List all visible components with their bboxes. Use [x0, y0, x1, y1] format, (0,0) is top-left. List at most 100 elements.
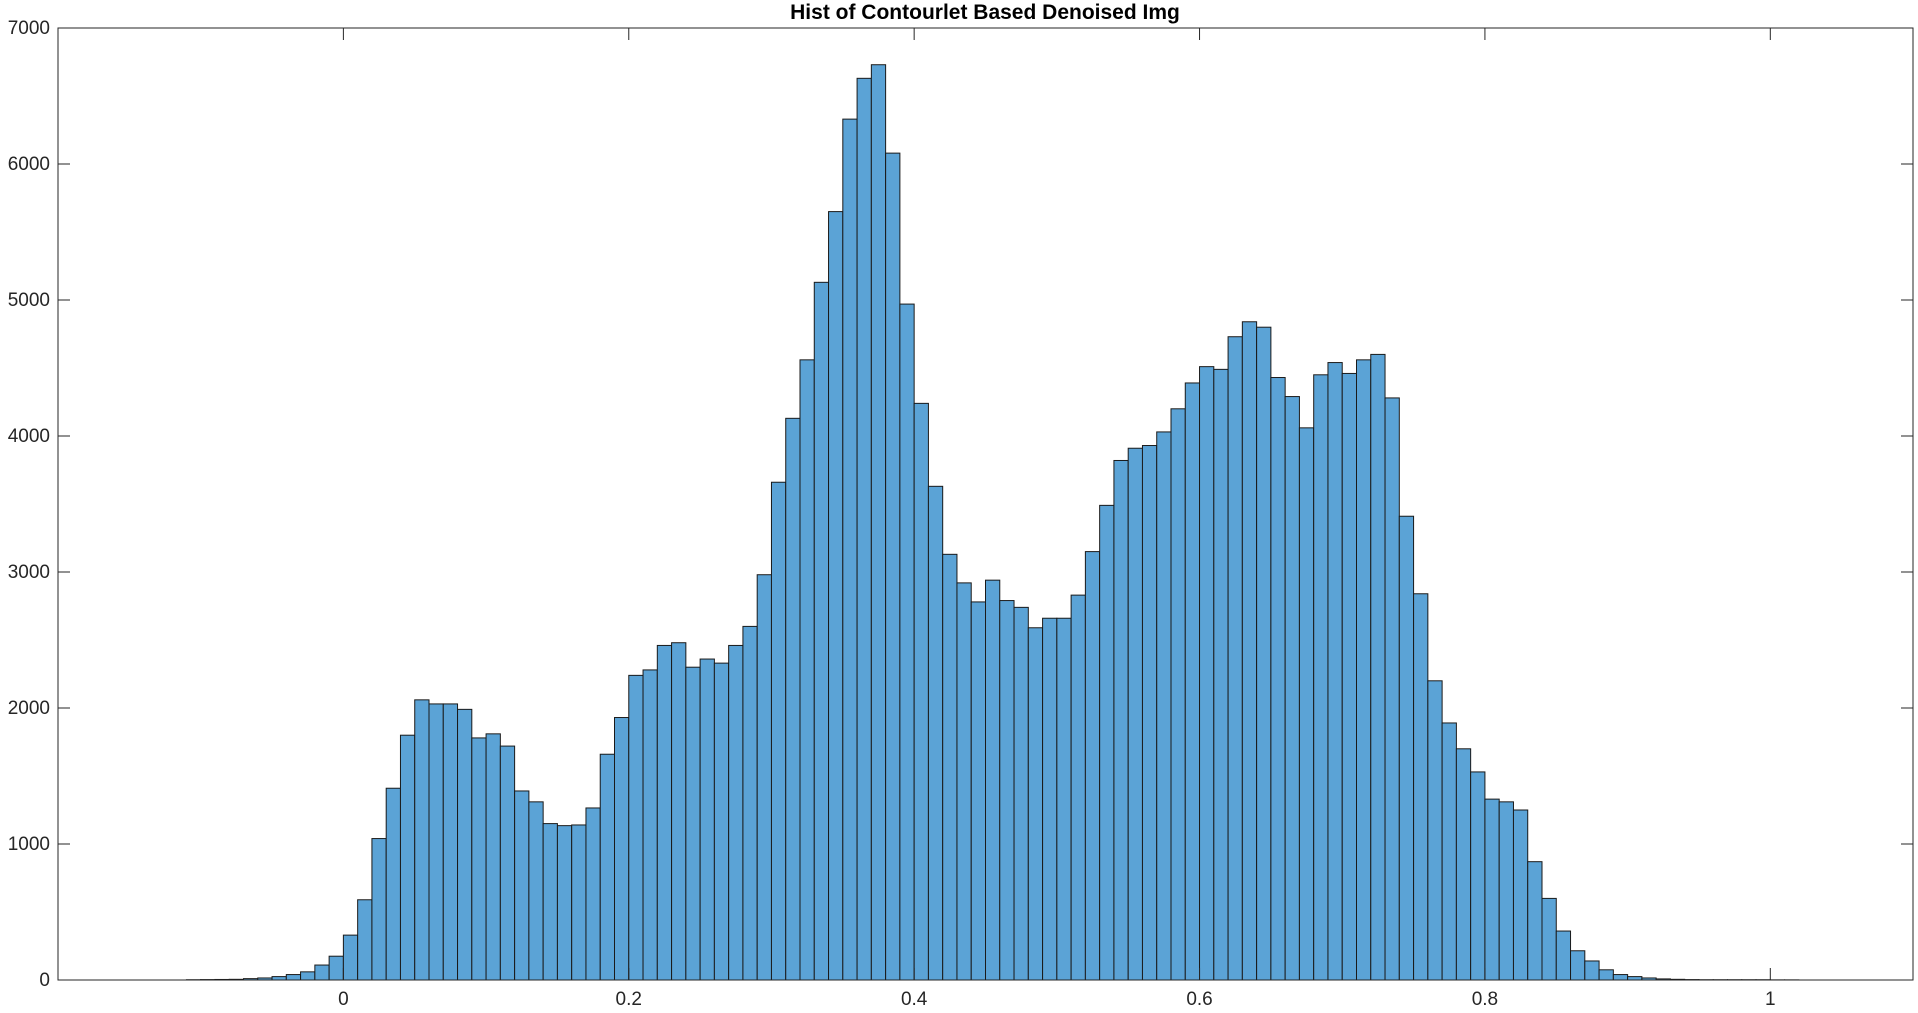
- y-tick-label: 1000: [8, 834, 50, 855]
- histogram-bar: [1213, 368, 1229, 981]
- histogram-bar: [842, 118, 858, 981]
- histogram-bar: [1384, 397, 1400, 981]
- histogram-bar: [1541, 897, 1557, 981]
- histogram-bar: [1356, 359, 1372, 981]
- histogram-bar: [742, 625, 758, 981]
- histogram-bar: [813, 281, 830, 981]
- histogram-bar: [357, 899, 373, 981]
- histogram-bar: [1113, 459, 1129, 981]
- histogram-bar: [485, 733, 501, 981]
- histogram-bar: [1584, 960, 1600, 981]
- histogram-bar: [656, 644, 673, 981]
- y-tick-label: 5000: [8, 290, 50, 311]
- histogram-bar: [542, 823, 558, 981]
- histogram-bar: [1070, 594, 1086, 981]
- histogram-bar: [1156, 431, 1172, 981]
- histogram-bar: [885, 152, 901, 981]
- histogram-bar: [1627, 976, 1643, 981]
- histogram-bar: [999, 600, 1015, 981]
- histogram-bar: [856, 77, 872, 981]
- y-tick-label: 4000: [8, 426, 50, 447]
- histogram-bar: [756, 574, 772, 981]
- histogram-bar: [1555, 930, 1572, 981]
- y-tick-label: 6000: [8, 154, 50, 175]
- histogram-bar: [1141, 445, 1158, 981]
- histogram-bar: [1313, 374, 1329, 981]
- histogram-bar: [1056, 617, 1072, 981]
- histogram-bar: [499, 745, 516, 981]
- histogram-bar: [314, 964, 330, 981]
- histogram-bar: [371, 838, 387, 981]
- y-tick-label: 0: [39, 970, 50, 991]
- histogram-bar: [1241, 321, 1258, 981]
- histogram-bar: [599, 753, 615, 981]
- histogram-bar: [1427, 680, 1443, 981]
- histogram-bar: [271, 976, 287, 981]
- histogram-bar: [571, 824, 587, 981]
- histogram-bar: [1612, 974, 1629, 981]
- x-tick-label: 0.2: [616, 989, 642, 1010]
- y-tick-label: 2000: [8, 698, 50, 719]
- histogram-bar: [1527, 861, 1543, 981]
- histogram-bar: [457, 708, 473, 981]
- histogram-bar: [428, 703, 444, 981]
- histogram-bar: [770, 481, 787, 981]
- x-tick-label: 0.4: [901, 989, 928, 1010]
- histogram-bar: [628, 674, 644, 981]
- histogram-bar: [514, 790, 530, 981]
- histogram-bar: [528, 801, 544, 981]
- histogram-bar: [970, 601, 986, 981]
- histogram-bar: [1441, 722, 1457, 981]
- histogram-bar: [614, 717, 630, 981]
- histogram-bar: [1270, 377, 1286, 981]
- y-tick-label: 3000: [8, 562, 50, 583]
- histogram-bar: [1170, 408, 1186, 981]
- histogram-bar: [1398, 515, 1415, 981]
- histogram-bar: [1284, 396, 1300, 981]
- histogram-bar: [556, 825, 573, 981]
- histogram-bar: [1184, 382, 1201, 981]
- histogram-bar: [913, 402, 929, 981]
- histogram-bar: [870, 64, 887, 981]
- histogram-bar: [414, 699, 430, 981]
- x-tick-label: 0.6: [1186, 989, 1212, 1010]
- histogram-bar: [1256, 326, 1272, 981]
- x-tick-label: 1: [1765, 989, 1776, 1010]
- histogram-bar: [1413, 593, 1429, 981]
- histogram-bar: [942, 553, 958, 981]
- histogram-bar: [1042, 617, 1058, 981]
- histogram-bar: [1484, 798, 1500, 981]
- histogram-bar: [1455, 748, 1472, 981]
- histogram-bar: [956, 582, 972, 981]
- histogram-bar: [471, 737, 487, 981]
- histogram-bar: [442, 703, 459, 981]
- x-tick-label: 0.8: [1472, 989, 1498, 1010]
- histogram-bar: [699, 658, 715, 981]
- histogram-bar: [1298, 427, 1315, 981]
- histogram-bar: [1512, 809, 1529, 981]
- histogram-bar: [828, 211, 844, 981]
- histogram-bar: [927, 485, 944, 981]
- histogram-bar: [1013, 606, 1029, 981]
- histogram-bar: [1470, 771, 1486, 981]
- histogram-bar: [585, 807, 601, 981]
- histogram-bar: [642, 669, 658, 981]
- histogram-bar: [300, 971, 316, 981]
- histogram-bar: [1199, 366, 1215, 981]
- histogram-bar: [1370, 353, 1386, 981]
- histogram-bar: [1498, 801, 1514, 981]
- chart-title: Hist of Contourlet Based Denoised Img: [790, 1, 1180, 24]
- histogram-bar: [1341, 372, 1357, 981]
- histogram-bar: [685, 666, 701, 981]
- histogram-bar: [385, 787, 401, 981]
- histogram-bar: [671, 642, 687, 981]
- histogram-bar: [985, 579, 1001, 981]
- histogram-bar: [799, 359, 815, 981]
- plot-area-frame: [57, 27, 1914, 981]
- histogram-bar: [1227, 336, 1243, 981]
- histogram-bar: [713, 662, 730, 981]
- ticks-group: 0 0.2 0.4 0.6 0.8 1 0 1000 2000 3000 4000 5000 6000 7…: [8, 18, 1913, 1010]
- histogram-bar: [285, 974, 302, 981]
- histogram-bar: [328, 955, 344, 981]
